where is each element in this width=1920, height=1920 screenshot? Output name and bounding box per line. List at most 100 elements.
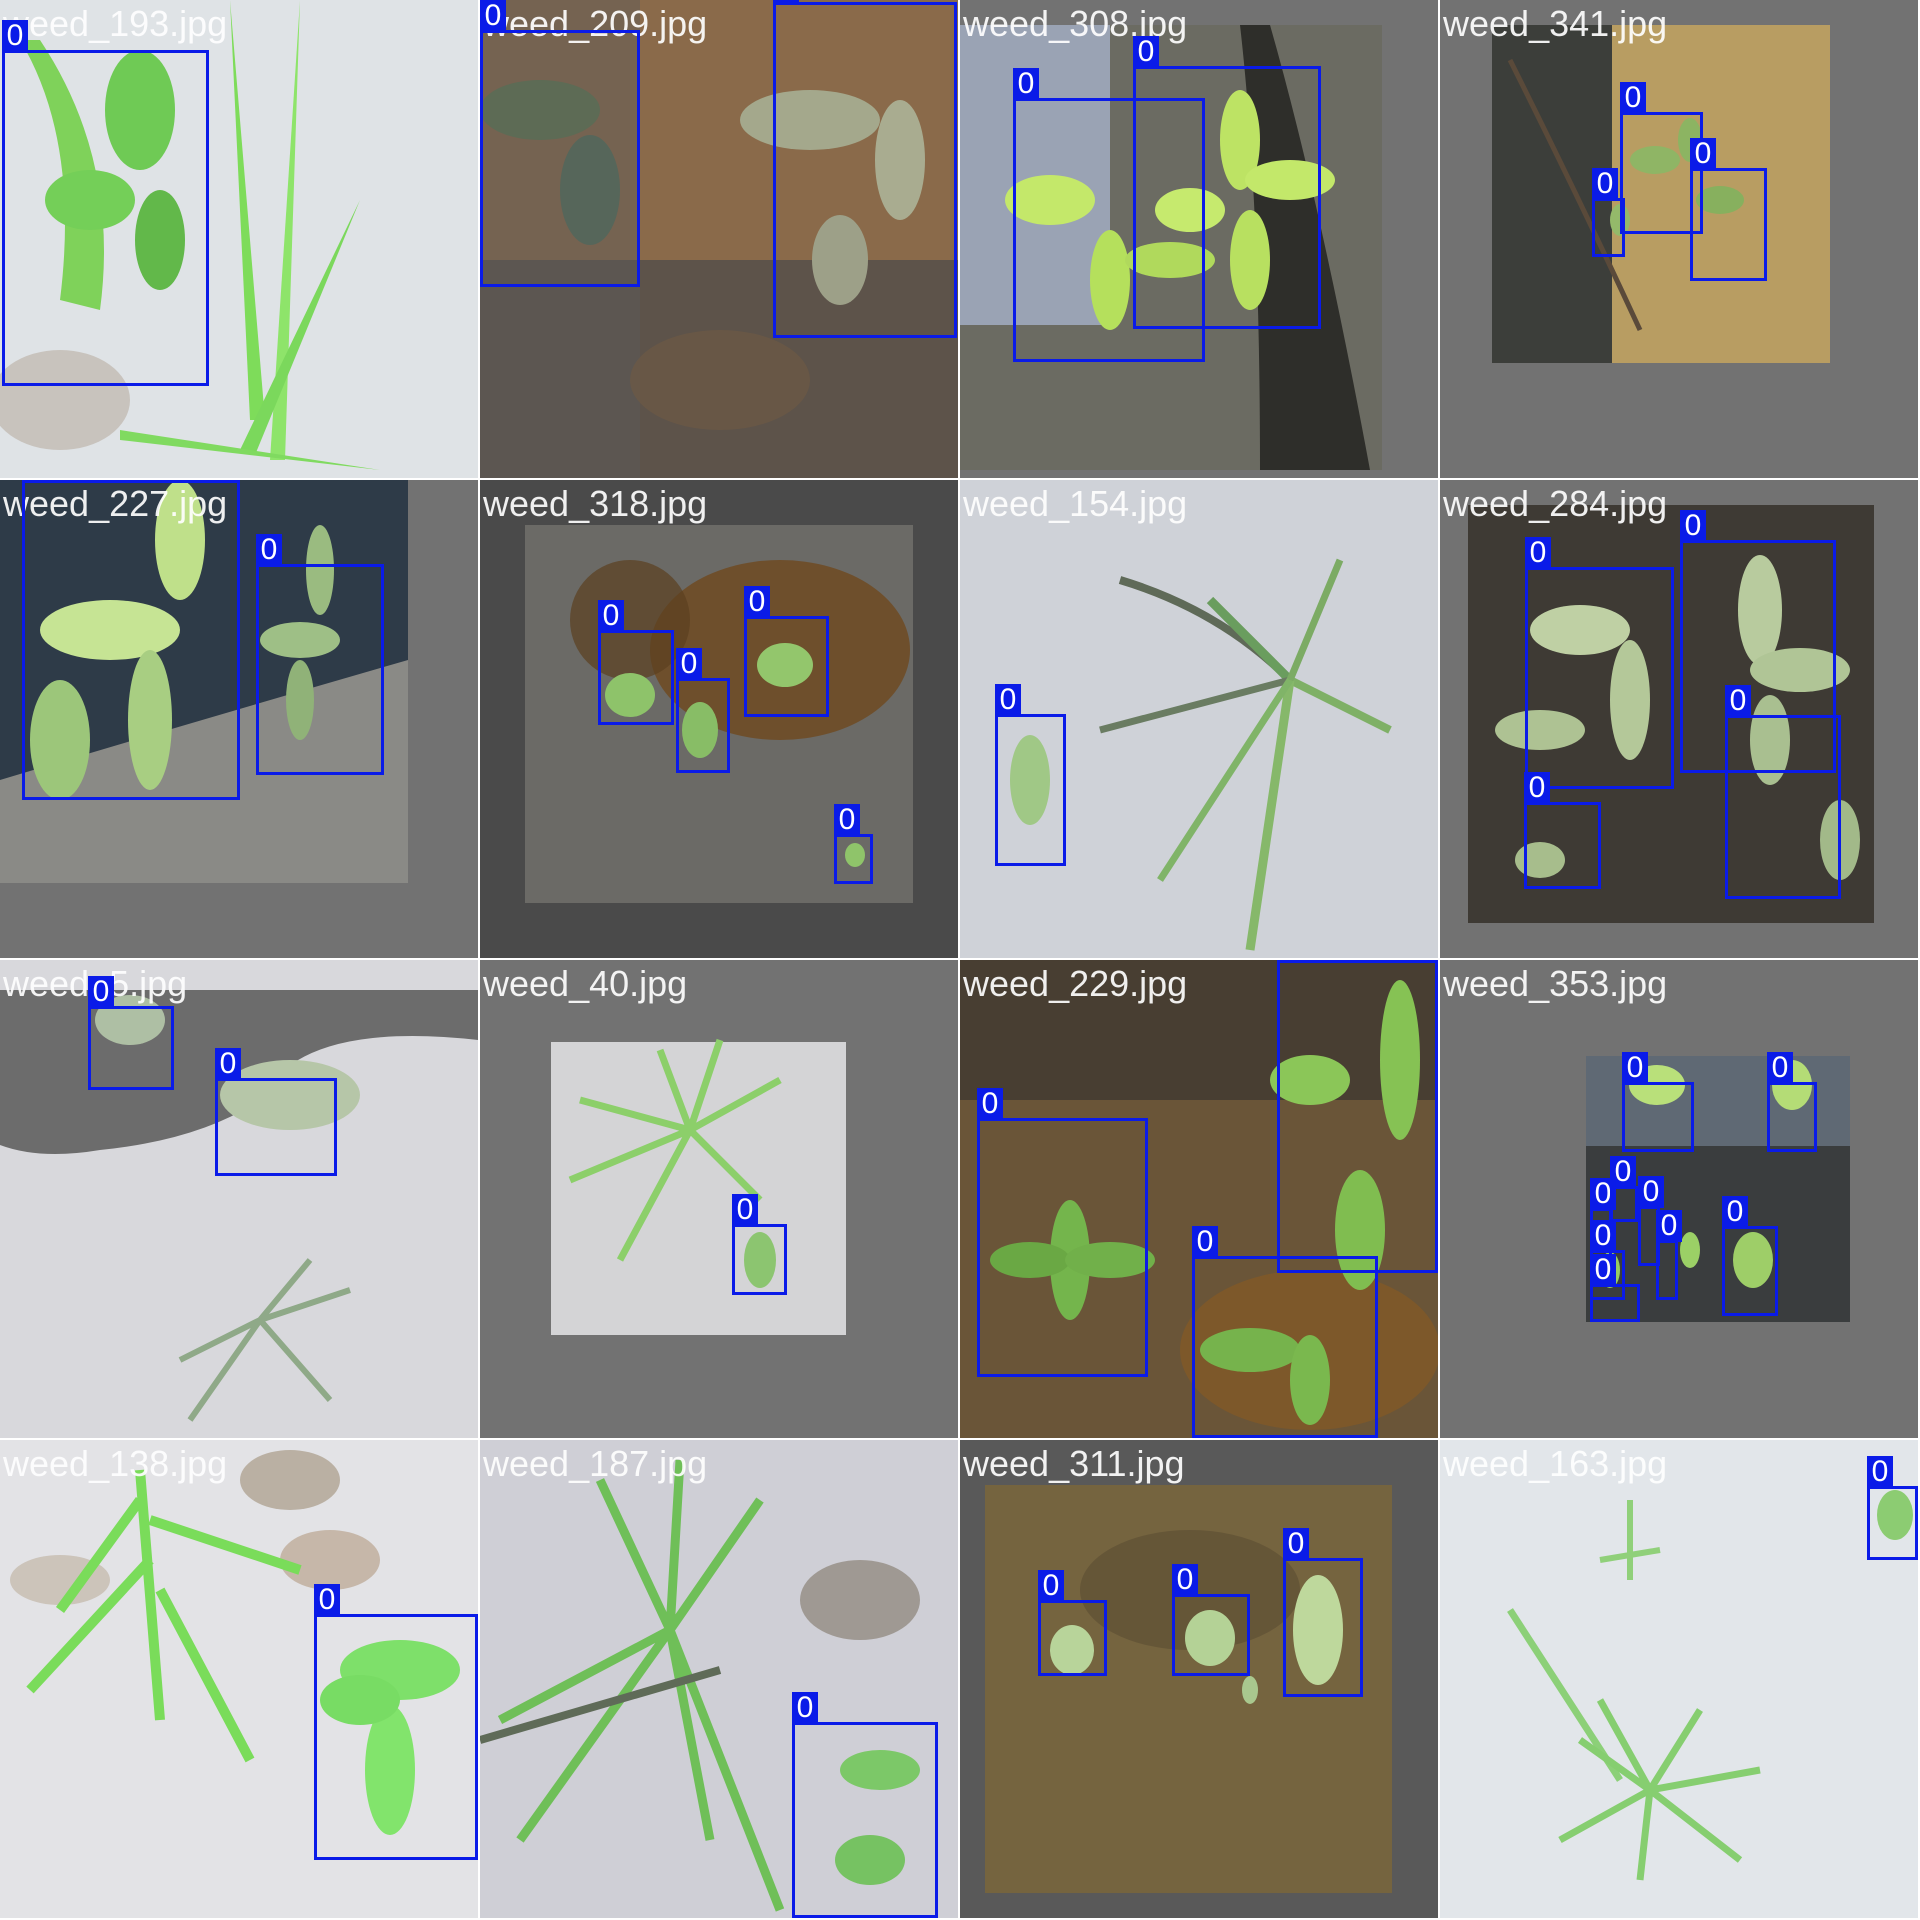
detection-box: 0	[676, 648, 730, 773]
plant-photo	[1440, 480, 1918, 958]
class-label: 0	[1133, 36, 1159, 68]
image-tile: weed_163.jpg 0	[1440, 1440, 1918, 1918]
class-label: 0	[1192, 1226, 1218, 1258]
detection-box: 0	[480, 0, 640, 287]
class-label: 0	[1590, 1220, 1616, 1252]
detection-box: 0	[1656, 1210, 1682, 1300]
plant-photo	[0, 0, 478, 478]
image-tile: weed_5.jpg 0 0	[0, 960, 478, 1438]
class-label: 0	[676, 648, 702, 680]
class-label: 0	[1690, 138, 1716, 170]
detection-box: 0	[1524, 772, 1601, 889]
plant-photo	[480, 960, 958, 1438]
image-tile: weed_154.jpg 0	[960, 480, 1438, 958]
detection-box: 0	[1172, 1564, 1250, 1676]
detection-box: 0	[314, 1584, 478, 1860]
detection-box: 0	[1767, 1052, 1817, 1152]
detection-box: 0	[1622, 1052, 1694, 1152]
detection-box: 0	[1590, 1220, 1625, 1300]
image-tile: weed_193.jpg 0	[0, 0, 478, 478]
detection-box: 0	[1722, 1196, 1778, 1316]
detection-box: 0	[977, 1088, 1148, 1377]
image-tile: weed_311.jpg 0 0 0	[960, 1440, 1438, 1918]
detection-box: 0	[2, 20, 209, 386]
detection-box: 0	[1610, 1156, 1638, 1222]
plant-photo	[960, 1440, 1438, 1918]
class-label: 0	[1620, 82, 1646, 114]
detection-box: 0	[88, 976, 174, 1090]
image-tile: weed_353.jpg 0 0 0 0 0 0 0 0 0	[1440, 960, 1918, 1438]
class-label: 0	[22, 480, 48, 482]
image-tile: weed_209.jpg 0 0	[480, 0, 958, 478]
detection-box: 0	[834, 804, 873, 884]
class-label: 0	[1277, 960, 1303, 962]
class-label: 0	[1038, 1570, 1064, 1602]
detection-box: 0	[256, 534, 384, 775]
class-label: 0	[1592, 168, 1618, 200]
image-tile: weed_341.jpg 0 0 0 0	[1440, 0, 1918, 478]
image-tile: weed_227.jpg 0 0	[0, 480, 478, 958]
class-label: 0	[977, 1088, 1003, 1120]
class-label: 0	[2, 20, 28, 52]
class-label: 0	[480, 0, 506, 32]
detection-box: 0	[773, 0, 957, 338]
class-label: 0	[995, 684, 1021, 716]
plant-photo	[1440, 0, 1918, 478]
class-label: 0	[1867, 1456, 1893, 1488]
image-tile: weed_308.jpg 0 0	[960, 0, 1438, 478]
detection-box: 0	[1038, 1570, 1107, 1676]
plant-photo	[960, 960, 1438, 1438]
image-tile: weed_40.jpg 0	[480, 960, 958, 1438]
detection-box: 0	[1590, 1254, 1640, 1322]
class-label: 0	[1680, 510, 1706, 542]
detection-box: 0	[1592, 168, 1625, 257]
plant-photo	[480, 480, 958, 958]
detection-box: 0	[598, 600, 674, 725]
plant-photo	[960, 480, 1438, 958]
detection-box: 0	[792, 1692, 938, 1918]
detection-box: 0	[1680, 510, 1836, 773]
class-label: 0	[1622, 1052, 1648, 1084]
class-label: 0	[1524, 772, 1550, 804]
class-label: 0	[744, 586, 770, 618]
detection-box: 0	[1620, 82, 1703, 234]
detection-box: 0	[1283, 1528, 1363, 1697]
class-label: 0	[1656, 1210, 1682, 1242]
image-tile: weed_284.jpg 0 0 0 0	[1440, 480, 1918, 958]
class-label: 0	[792, 1692, 818, 1724]
plant-photo	[1440, 960, 1918, 1438]
class-label: 0	[598, 600, 624, 632]
class-label: 0	[88, 976, 114, 1008]
class-label: 0	[1722, 1196, 1748, 1228]
class-label: 0	[1767, 1052, 1793, 1084]
class-label: 0	[1172, 1564, 1198, 1596]
class-label: 0	[732, 1194, 758, 1226]
detection-box: 0	[995, 684, 1066, 866]
detection-box: 0	[1277, 960, 1438, 1273]
plant-photo	[960, 0, 1438, 478]
class-label: 0	[1590, 1254, 1616, 1286]
class-label: 0	[314, 1584, 340, 1616]
detection-box: 0	[1192, 1226, 1378, 1438]
class-label: 0	[1638, 1176, 1664, 1208]
detection-box: 0	[1525, 537, 1674, 789]
class-label: 0	[834, 804, 860, 836]
detection-box: 0	[1725, 685, 1841, 899]
detection-box: 0	[732, 1194, 787, 1295]
class-label: 0	[1610, 1156, 1636, 1188]
plant-photo	[480, 1440, 958, 1918]
plant-photo	[0, 1440, 478, 1918]
class-label: 0	[1525, 537, 1551, 569]
class-label: 0	[215, 1048, 241, 1080]
plant-photo	[0, 960, 478, 1438]
image-tile: weed_318.jpg 0 0 0 0	[480, 480, 958, 958]
detection-box: 0	[1690, 138, 1767, 281]
class-label: 0	[773, 0, 799, 4]
image-tile: weed_187.jpg 0	[480, 1440, 958, 1918]
detection-box: 0	[215, 1048, 337, 1176]
detection-box: 0	[1133, 36, 1321, 329]
class-label: 0	[1283, 1528, 1309, 1560]
detection-box: 0	[1613, 113, 1623, 123]
class-label: 0	[1013, 68, 1039, 100]
